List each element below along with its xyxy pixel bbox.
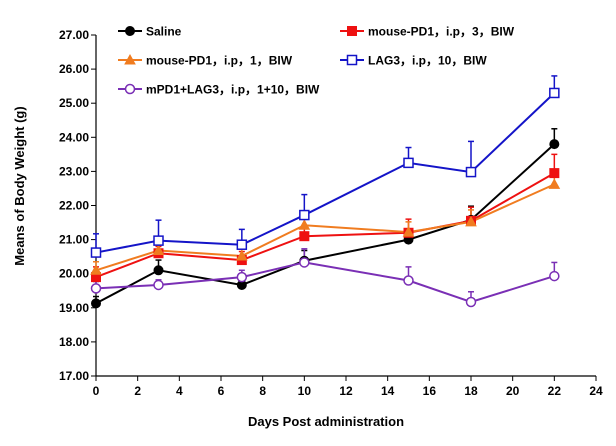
data-point — [549, 139, 560, 150]
legend-label: LAG3，i.p，10，BIW — [368, 54, 487, 68]
data-point — [299, 257, 310, 268]
legend-item: mouse-PD1，i.p，1，BIW — [118, 54, 293, 68]
legend-label: mouse-PD1，i.p，1，BIW — [146, 54, 293, 68]
data-point — [403, 157, 414, 169]
data-point — [90, 283, 102, 294]
legend: Saline mouse-PD1，i.p，3，BIW mouse-PD1，i.p，1… — [118, 25, 515, 97]
x-tick-label: 16 — [423, 384, 437, 398]
x-tick-label: 20 — [506, 384, 520, 398]
legend-label: Saline — [146, 25, 182, 39]
y-tick-label: 21.00 — [59, 233, 89, 247]
data-point — [465, 215, 477, 227]
data-point — [153, 265, 164, 276]
y-tick-label: 22.00 — [59, 199, 89, 213]
data-point — [125, 26, 135, 36]
data-point — [153, 235, 164, 246]
x-tick-label: 14 — [381, 384, 395, 398]
legend-label: mouse-PD1，i.p，3，BIW — [368, 25, 515, 39]
y-tick-label: 18.00 — [59, 335, 89, 349]
legend-label: mPD1+LAG3，i.p，1+10，BIW — [146, 83, 320, 97]
data-point — [549, 87, 560, 99]
y-tick-label: 25.00 — [59, 96, 89, 110]
x-tick-label: 10 — [298, 384, 312, 398]
data-point — [90, 264, 102, 275]
series-line — [95, 143, 556, 305]
data-point — [235, 249, 248, 261]
legend-item: Saline — [118, 25, 182, 39]
x-tick-label: 6 — [218, 384, 225, 398]
data-point — [347, 26, 357, 36]
data-point — [153, 279, 164, 291]
data-point — [346, 54, 358, 66]
data-point — [403, 275, 414, 286]
x-tick-label: 12 — [339, 384, 353, 398]
x-tick-label: 0 — [93, 384, 100, 398]
data-point — [124, 83, 136, 95]
y-tick-label: 19.00 — [59, 301, 89, 315]
data-point — [549, 270, 560, 282]
y-tick-label: 20.00 — [59, 267, 89, 281]
data-point — [465, 296, 477, 308]
data-point — [299, 209, 310, 221]
series-markers — [90, 87, 561, 309]
x-tick-label: 24 — [589, 384, 603, 398]
data-point — [152, 244, 165, 256]
x-tick-label: 8 — [259, 384, 266, 398]
legend-item: LAG3，i.p，10，BIW — [340, 54, 487, 68]
y-tick-label: 27.00 — [59, 28, 89, 42]
x-tick-label: 22 — [548, 384, 562, 398]
y-tick-label: 26.00 — [59, 62, 89, 76]
legend-item: mouse-PD1，i.p，3，BIW — [340, 25, 515, 39]
y-tick-label: 17.00 — [59, 369, 89, 383]
data-point — [402, 226, 415, 237]
x-tick-label: 18 — [464, 384, 478, 398]
legend-item: mPD1+LAG3，i.p，1+10，BIW — [118, 83, 320, 97]
axes: 17.00 18.00 19.00 20.00 21.00 22.00 23.00 24.00… — [59, 28, 603, 398]
data-point — [91, 298, 101, 309]
data-point — [299, 231, 310, 242]
data-point — [298, 219, 311, 230]
series-line — [95, 172, 555, 279]
y-tick-label: 24.00 — [59, 130, 89, 144]
series-lines — [95, 92, 556, 305]
data-point — [236, 271, 248, 283]
x-tick-label: 2 — [134, 384, 141, 398]
series-line — [95, 92, 556, 254]
y-axis-title: Means of Body Weight (g) — [12, 106, 27, 265]
data-point — [236, 239, 248, 250]
series-line — [95, 261, 555, 304]
x-axis-title: Days Post administration — [248, 414, 404, 429]
x-tick-label: 4 — [176, 384, 183, 398]
data-point — [548, 178, 561, 189]
y-tick-label: 23.00 — [59, 164, 89, 178]
data-point — [90, 247, 102, 258]
data-point — [124, 53, 136, 65]
data-point — [549, 168, 560, 179]
data-point — [465, 166, 477, 178]
